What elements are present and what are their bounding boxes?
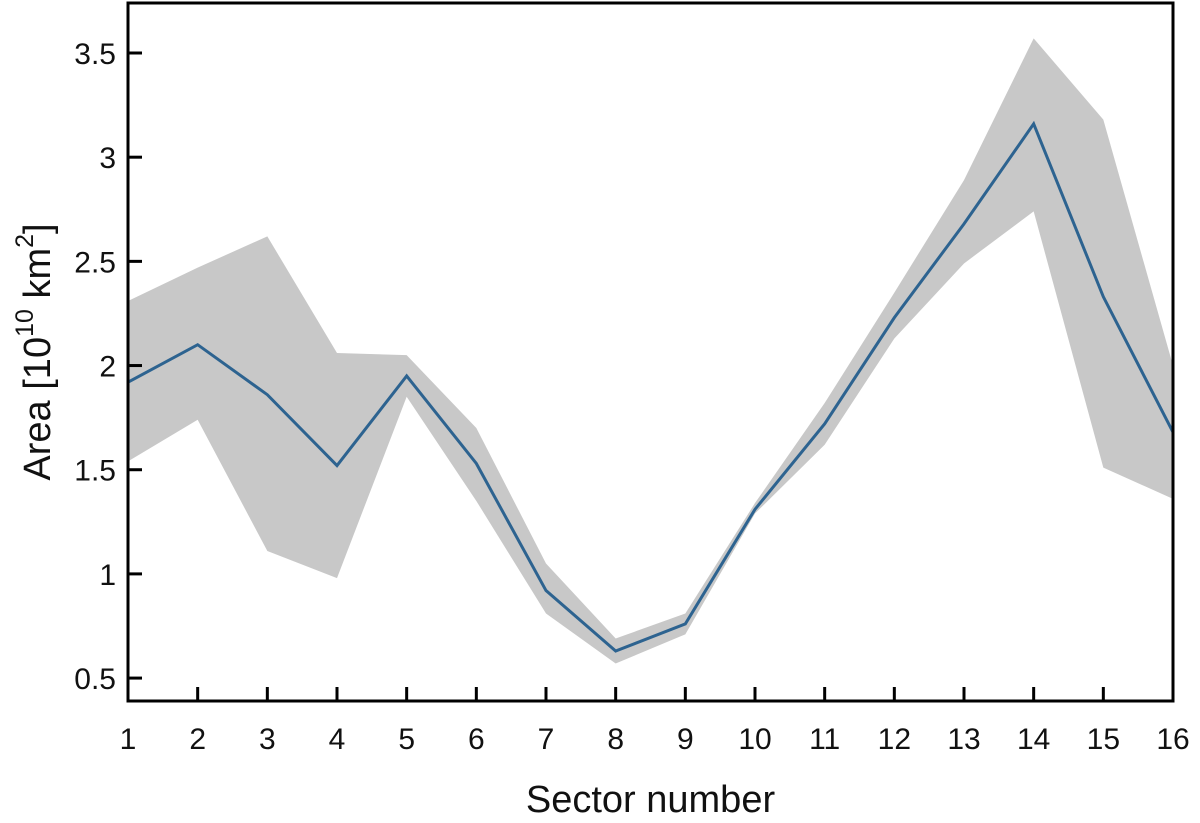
y-tick-label: 1 xyxy=(99,559,116,592)
y-axis-title-prefix: Area [10 xyxy=(17,337,59,481)
uncertainty-band-layer xyxy=(128,38,1173,664)
y-tick-label: 3.5 xyxy=(74,38,116,71)
x-tick-label: 2 xyxy=(189,723,206,756)
x-tick-label: 5 xyxy=(398,723,415,756)
data-point xyxy=(474,461,478,465)
x-tick-label: 3 xyxy=(259,723,276,756)
y-tick-labels: 0.5 1 1.5 2 2.5 3 3.5 xyxy=(74,38,116,696)
y-axis-title: Area [1010 km2] xyxy=(11,223,59,480)
x-tick-label: 9 xyxy=(677,723,694,756)
x-tick-label: 15 xyxy=(1087,723,1120,756)
x-tick-label: 13 xyxy=(947,723,980,756)
data-point xyxy=(962,222,966,226)
y-axis-title-exponent: 10 xyxy=(11,309,39,337)
data-point xyxy=(683,622,687,626)
data-point xyxy=(335,464,339,468)
x-tick-labels: 1 2 3 4 5 6 7 8 9 10 11 12 13 14 15 16 xyxy=(120,723,1190,756)
data-point xyxy=(265,393,269,397)
y-tick-label: 1.5 xyxy=(74,455,116,488)
data-point xyxy=(823,422,827,426)
uncertainty-band xyxy=(128,38,1173,664)
series-line xyxy=(127,120,1175,653)
x-tick-label: 14 xyxy=(1017,723,1050,756)
x-tick-label: 6 xyxy=(468,723,485,756)
x-tick-label: 7 xyxy=(538,723,555,756)
data-point xyxy=(1101,295,1105,299)
data-point xyxy=(196,343,200,347)
data-point xyxy=(544,589,548,593)
plot-frame xyxy=(126,1,1175,703)
x-tick-label: 10 xyxy=(738,723,771,756)
data-point xyxy=(753,507,757,511)
x-tick-label: 1 xyxy=(120,723,137,756)
x-tick-label: 12 xyxy=(878,723,911,756)
y-axis-title-unit: km xyxy=(17,248,59,309)
y-tick-label: 3 xyxy=(99,142,116,175)
data-point xyxy=(892,316,896,320)
data-point xyxy=(1032,122,1036,126)
x-tick-label: 4 xyxy=(329,723,346,756)
series-line-layer xyxy=(127,120,1175,653)
y-axis-title-suffix: ] xyxy=(17,223,59,234)
data-point xyxy=(405,374,409,378)
data-point xyxy=(614,649,618,653)
x-tick-label: 16 xyxy=(1156,723,1189,756)
y-axis-title-unit-exponent: 2 xyxy=(11,234,39,248)
x-tick-label: 11 xyxy=(809,723,840,756)
y-tick-label: 0.5 xyxy=(74,663,116,696)
x-axis-title: Sector number xyxy=(526,779,776,821)
y-tick-label: 2 xyxy=(99,351,116,384)
tick-mark-layer xyxy=(126,51,1175,701)
y-tick-label: 2.5 xyxy=(74,246,116,279)
x-tick-label: 8 xyxy=(607,723,624,756)
